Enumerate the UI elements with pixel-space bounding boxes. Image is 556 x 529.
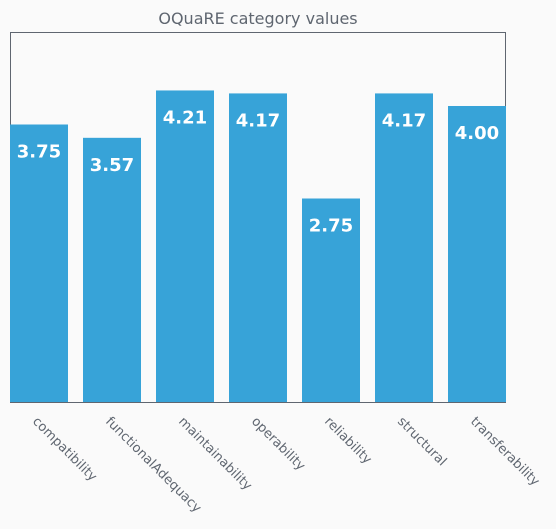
data-label-reliability: 2.75: [309, 216, 353, 237]
x-tick-label-maintainability: maintainability: [175, 414, 255, 494]
x-tick-label-transferability: transferability: [467, 414, 542, 489]
bar-functionalAdequacy: [83, 137, 141, 402]
data-label-maintainability: 4.21: [163, 107, 207, 128]
bar-series: 3.75 3.57 4.21 4.17 2.75 4.17 4.00: [10, 90, 506, 403]
bar-structural: [375, 93, 433, 403]
x-tick-label-structural: structural: [394, 414, 449, 469]
x-tick-label-operability: operability: [248, 414, 308, 474]
data-label-transferability: 4.00: [455, 123, 499, 144]
data-label-functionalAdequacy: 3.57: [90, 155, 134, 176]
data-label-compatibility: 3.75: [17, 142, 61, 163]
data-label-operability: 4.17: [236, 110, 280, 131]
data-label-structural: 4.17: [382, 110, 426, 131]
bar-maintainability: [156, 90, 214, 403]
bar-operability: [229, 93, 287, 403]
x-axis-tick-labels: compatibility functionalAdequacymaintaina…: [29, 414, 542, 516]
chart-title: OQuaRE category values: [158, 9, 357, 28]
bar-transferability: [448, 106, 506, 402]
bar-reliability: [302, 198, 360, 402]
x-tick-label-compatibility: compatibility: [29, 414, 100, 485]
x-tick-label-reliability: reliability: [321, 414, 374, 467]
bar-compatibility: [10, 124, 68, 402]
